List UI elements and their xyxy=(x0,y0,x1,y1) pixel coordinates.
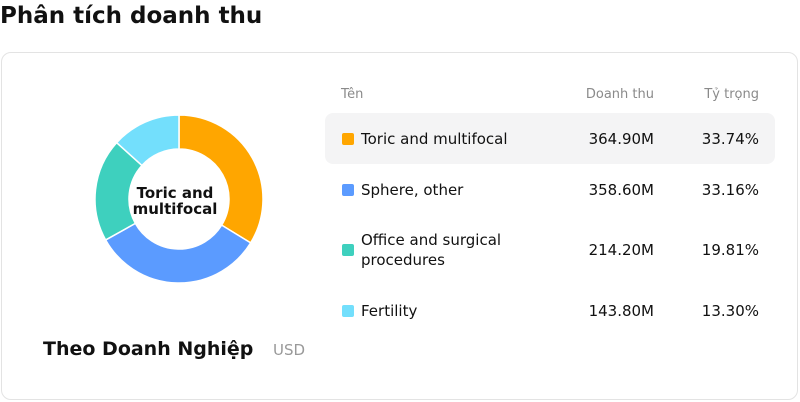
legend-share: 33.16% xyxy=(701,180,759,199)
legend-revenue: 358.60M xyxy=(588,180,654,199)
legend-share: 19.81% xyxy=(701,241,759,259)
legend-name: Office and surgical procedures xyxy=(361,231,502,269)
legend-share: 33.74% xyxy=(701,129,759,148)
legend-swatch xyxy=(342,132,354,145)
legend-revenue: 214.20M xyxy=(588,241,654,259)
legend-swatch xyxy=(342,304,354,317)
legend-row[interactable]: Fertility 143.80M 13.30% xyxy=(325,285,775,336)
legend-row[interactable]: Toric and multifocal 364.90M 33.74% xyxy=(325,113,775,164)
donut-chart xyxy=(94,114,264,284)
column-header-name: Tên xyxy=(341,87,364,102)
legend-row[interactable]: Sphere, other 358.60M 33.16% xyxy=(325,164,775,215)
legend-name: Fertility xyxy=(361,301,418,320)
legend-name: Sphere, other xyxy=(361,180,464,199)
page-title: Phân tích doanh thu xyxy=(0,3,263,29)
donut-slice[interactable] xyxy=(104,222,252,284)
legend-swatch xyxy=(342,183,354,196)
legend-row[interactable]: Office and surgical procedures 214.20M 1… xyxy=(325,215,775,285)
legend-swatch xyxy=(342,244,354,256)
donut-slice[interactable] xyxy=(115,114,180,167)
unit-label: USD xyxy=(273,341,306,359)
column-header-revenue: Doanh thu xyxy=(585,87,654,102)
donut-slice[interactable] xyxy=(178,114,264,244)
legend-revenue: 364.90M xyxy=(588,129,654,148)
chart-subtitle: Theo Doanh Nghiệp xyxy=(43,338,254,360)
legend-revenue: 143.80M xyxy=(588,301,654,320)
column-header-share: Tỷ trọng xyxy=(704,87,759,102)
donut-center-label: Toric and multifocal xyxy=(132,184,218,218)
legend-table: Toric and multifocal 364.90M 33.74% Sphe… xyxy=(325,113,775,336)
legend-name: Toric and multifocal xyxy=(361,129,508,148)
legend-share: 13.30% xyxy=(701,301,759,320)
